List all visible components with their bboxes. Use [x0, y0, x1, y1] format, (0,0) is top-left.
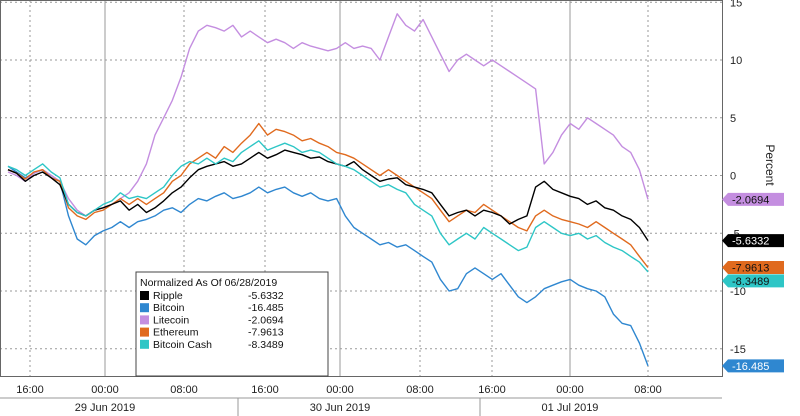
value-badge-bitcoin: -16.485 — [722, 359, 784, 373]
series-line-ethereum — [7, 122, 649, 268]
date-label: 01 Jul 2019 — [542, 402, 599, 414]
series-line-bitcoin — [7, 165, 649, 367]
value-badge-shape — [722, 260, 784, 274]
legend-swatch — [140, 291, 149, 300]
legend-swatch — [140, 303, 149, 313]
value-badge-litecoin: -2.0694 — [722, 192, 784, 206]
x-tick-label: 08:00 — [634, 384, 662, 396]
x-tick-label: 00:00 — [556, 384, 584, 396]
value-badge-ripple: -5.6332 — [722, 234, 784, 248]
legend-series-name: Bitcoin — [153, 302, 185, 314]
value-badge-bitcoin-cash: -8.3489 — [722, 274, 784, 288]
x-tick-label: 00:00 — [326, 384, 354, 396]
grid — [0, 0, 723, 416]
y-tick-label: 10 — [730, 55, 742, 67]
legend-series-value: -7.9613 — [248, 327, 284, 339]
x-tick-label: 16:00 — [478, 384, 506, 396]
x-tick-label: 16:00 — [16, 384, 44, 396]
legend-series-name: Ethereum — [153, 327, 199, 339]
value-badge-shape — [722, 234, 784, 248]
value-badge-shape — [722, 359, 784, 373]
value-badge-text: -5.6332 — [732, 236, 769, 248]
x-tick-label: 00:00 — [91, 384, 119, 396]
legend-rows: Ripple -5.6332 Bitcoin -16.485 Litecoin -2.06… — [140, 290, 284, 351]
legend-series-name: Litecoin — [153, 314, 189, 326]
x-axis-ticks: 16:00 00:00 08:00 16:00 00:00 08:00 16:00 00:00… — [16, 384, 662, 414]
y-tick-label: 5 — [730, 113, 736, 125]
y-tick-label: 15 — [730, 0, 742, 9]
x-tick-label: 08:00 — [406, 384, 434, 396]
value-badge-shape — [722, 192, 784, 206]
series-line-bitcoin-cash — [7, 140, 649, 273]
series-line-ripple — [7, 149, 649, 241]
legend-series-value: -5.6332 — [248, 290, 284, 302]
value-badge-shape — [722, 274, 784, 288]
y-tick-label: -10 — [730, 286, 746, 298]
value-badges: -5.6332 -16.485 -2.0694 -7.9613 -8.3489 — [722, 192, 784, 373]
legend-box — [135, 271, 329, 377]
legend-title: Normalized As Of 06/28/2019 — [140, 277, 277, 289]
series-lines — [7, 13, 649, 367]
legend-series-value: -2.0694 — [248, 314, 284, 326]
y-tick-label: -15 — [730, 344, 746, 356]
value-badge-text: -2.0694 — [732, 194, 769, 206]
y-tick-label: 0 — [730, 171, 736, 183]
legend: Normalized As Of 06/28/2019 Ripple -5.633… — [135, 271, 329, 377]
plot-frame — [0, 0, 723, 377]
x-tick-label: 08:00 — [170, 384, 198, 396]
legend-swatch — [140, 315, 149, 325]
legend-swatch — [140, 327, 149, 337]
legend-series-name: Bitcoin Cash — [153, 339, 212, 351]
value-badge-text: -16.485 — [732, 361, 769, 373]
x-tick-label: 16:00 — [251, 384, 279, 396]
value-badge-text: -7.9613 — [732, 262, 769, 274]
date-label: 30 Jun 2019 — [310, 402, 371, 414]
value-badge-ethereum: -7.9613 — [722, 260, 784, 274]
value-badge-text: -8.3489 — [732, 276, 769, 288]
y-axis-title: Percent — [763, 144, 777, 186]
date-label: 29 Jun 2019 — [75, 402, 136, 414]
legend-swatch — [140, 339, 149, 349]
legend-series-value: -8.3489 — [248, 339, 284, 351]
legend-series-value: -16.485 — [248, 302, 284, 314]
legend-series-name: Ripple — [153, 290, 183, 302]
series-line-litecoin — [7, 13, 649, 217]
